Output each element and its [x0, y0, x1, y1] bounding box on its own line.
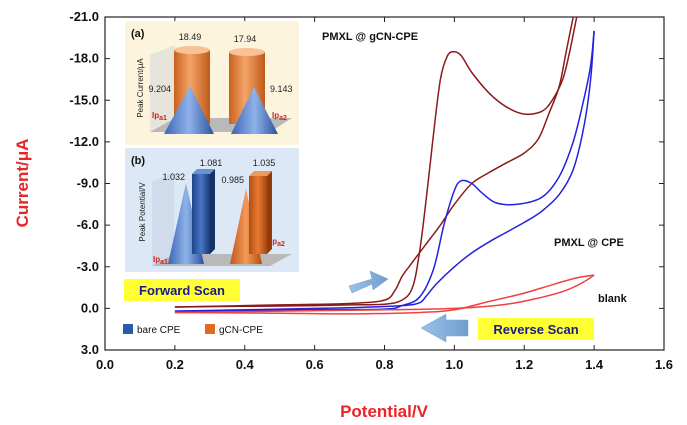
- inset-b-label-gcn-a2: 1.035: [253, 158, 276, 168]
- y-tick-label: 3.0: [81, 342, 99, 357]
- series-blank-reverse-line: [174, 274, 595, 315]
- inset-a-category-a1: Ipa1: [152, 111, 167, 122]
- x-tick-label: 1.4: [585, 357, 604, 372]
- inset-a-bar-gcn-a2-top: [229, 48, 265, 56]
- y-tick-label: -3.0: [77, 259, 99, 274]
- y-axis-title: Current/μA: [13, 139, 32, 228]
- inset-b-box-cpe-a1-side: [210, 169, 215, 254]
- x-axis-ticks: 0.0 0.2 0.4 0.6 0.8 1.0 1.2 1.4 1.6: [96, 17, 673, 372]
- inset-a-cone-cpe-a1: [164, 86, 214, 134]
- x-tick-label: 0.6: [306, 357, 324, 372]
- inset-b-wall: [152, 172, 174, 266]
- curve-label-gcn-cpe: PMXL @ gCN-CPE: [322, 31, 418, 43]
- reverse-scan-label-bg: [478, 318, 594, 340]
- series-pmxl-cpe-reverse-line: [174, 30, 595, 312]
- y-axis-ticks: -21.0 -18.0 -15.0 -12.0 -9.0 -6.0 -3.0 0.0 3.0: [69, 9, 664, 357]
- y-tick-label: 0.0: [81, 300, 99, 315]
- x-tick-label: 1.2: [515, 357, 533, 372]
- inset-a-cone-cpe-a2: [231, 87, 278, 134]
- inset-b-label-cpe-a2: 1.081: [200, 158, 223, 168]
- inset-b-id: (b): [131, 155, 145, 167]
- y-tick-label: -15.0: [69, 92, 99, 107]
- inset-b-box-cpe-a1-top: [192, 169, 215, 174]
- x-tick-label: 1.0: [445, 357, 463, 372]
- x-axis-title: Potential/V: [340, 402, 429, 421]
- x-tick-label: 0.8: [375, 357, 393, 372]
- inset-a-wall: [150, 45, 175, 132]
- inset-b-box-gcn-a2-top: [249, 171, 272, 176]
- y-tick-label: -6.0: [77, 217, 99, 232]
- inset-a-bar-gcn-a1-top: [174, 46, 210, 54]
- series-pmxl-gcn-cpe-reverse-line: [174, 16, 574, 308]
- y-tick-label: -18.0: [69, 51, 99, 66]
- inset-b-label-gcn-a1: 0.985: [221, 175, 244, 185]
- voltammogram-curves: [174, 16, 595, 315]
- inset-b-label-cpe-a1: 1.032: [162, 172, 185, 182]
- inset-b-peak-potential: (b) Peak Potential/V 1.032 1.081 0.985 1…: [125, 148, 299, 272]
- legend-swatch-gcn-cpe: [205, 324, 215, 334]
- inset-a-id: (a): [131, 28, 145, 40]
- inset-a-label-gcn-a1: 18.49: [179, 32, 202, 42]
- inset-b-category-a1: Ipa1: [153, 255, 168, 266]
- inset-b-box-cpe-a1: [192, 174, 210, 254]
- legend-label-bare-cpe: bare CPE: [137, 325, 181, 336]
- inset-a-label-cpe-a2: 9.143: [270, 84, 293, 94]
- inset-a-ylabel: Peak Current/μA: [136, 58, 145, 118]
- x-tick-label: 1.6: [655, 357, 673, 372]
- x-tick-label: 0.2: [166, 357, 184, 372]
- inset-legend: bare CPE gCN-CPE: [123, 324, 263, 336]
- y-tick-label: -9.0: [77, 176, 99, 191]
- inset-b-ylabel: Peak Potential/V: [138, 182, 147, 242]
- inset-b-category-a2: Ipa2: [270, 237, 285, 248]
- y-tick-label: -21.0: [69, 9, 99, 24]
- inset-b-box-gcn-a2: [249, 176, 267, 254]
- inset-a-label-cpe-a1: 9.204: [148, 84, 171, 94]
- curve-label-blank: blank: [598, 293, 628, 305]
- legend-swatch-bare-cpe: [123, 324, 133, 334]
- legend-label-gcn-cpe: gCN-CPE: [219, 325, 263, 336]
- series-blank-forward-line: [174, 274, 595, 314]
- inset-b-box-gcn-a2-side: [267, 171, 272, 254]
- curve-label-cpe: PMXL @ CPE: [554, 237, 624, 249]
- y-tick-label: -12.0: [69, 134, 99, 149]
- reverse-scan-arrow: [420, 313, 469, 343]
- reverse-scan-label: Reverse Scan: [493, 322, 578, 337]
- series-pmxl-gcn-cpe-forward-line: [174, 16, 578, 308]
- inset-a-label-gcn-a2: 17.94: [234, 34, 257, 44]
- inset-a-category-a2: Ipa2: [272, 111, 287, 122]
- forward-scan-label-bg: [124, 279, 240, 301]
- forward-scan-arrow: [348, 270, 389, 294]
- forward-scan-label: Forward Scan: [139, 283, 225, 298]
- x-tick-label: 0.0: [96, 357, 114, 372]
- inset-a-peak-current: (a) Peak Current/μA 18.49 17.94 9.204 9.…: [125, 21, 299, 145]
- x-tick-label: 0.4: [236, 357, 255, 372]
